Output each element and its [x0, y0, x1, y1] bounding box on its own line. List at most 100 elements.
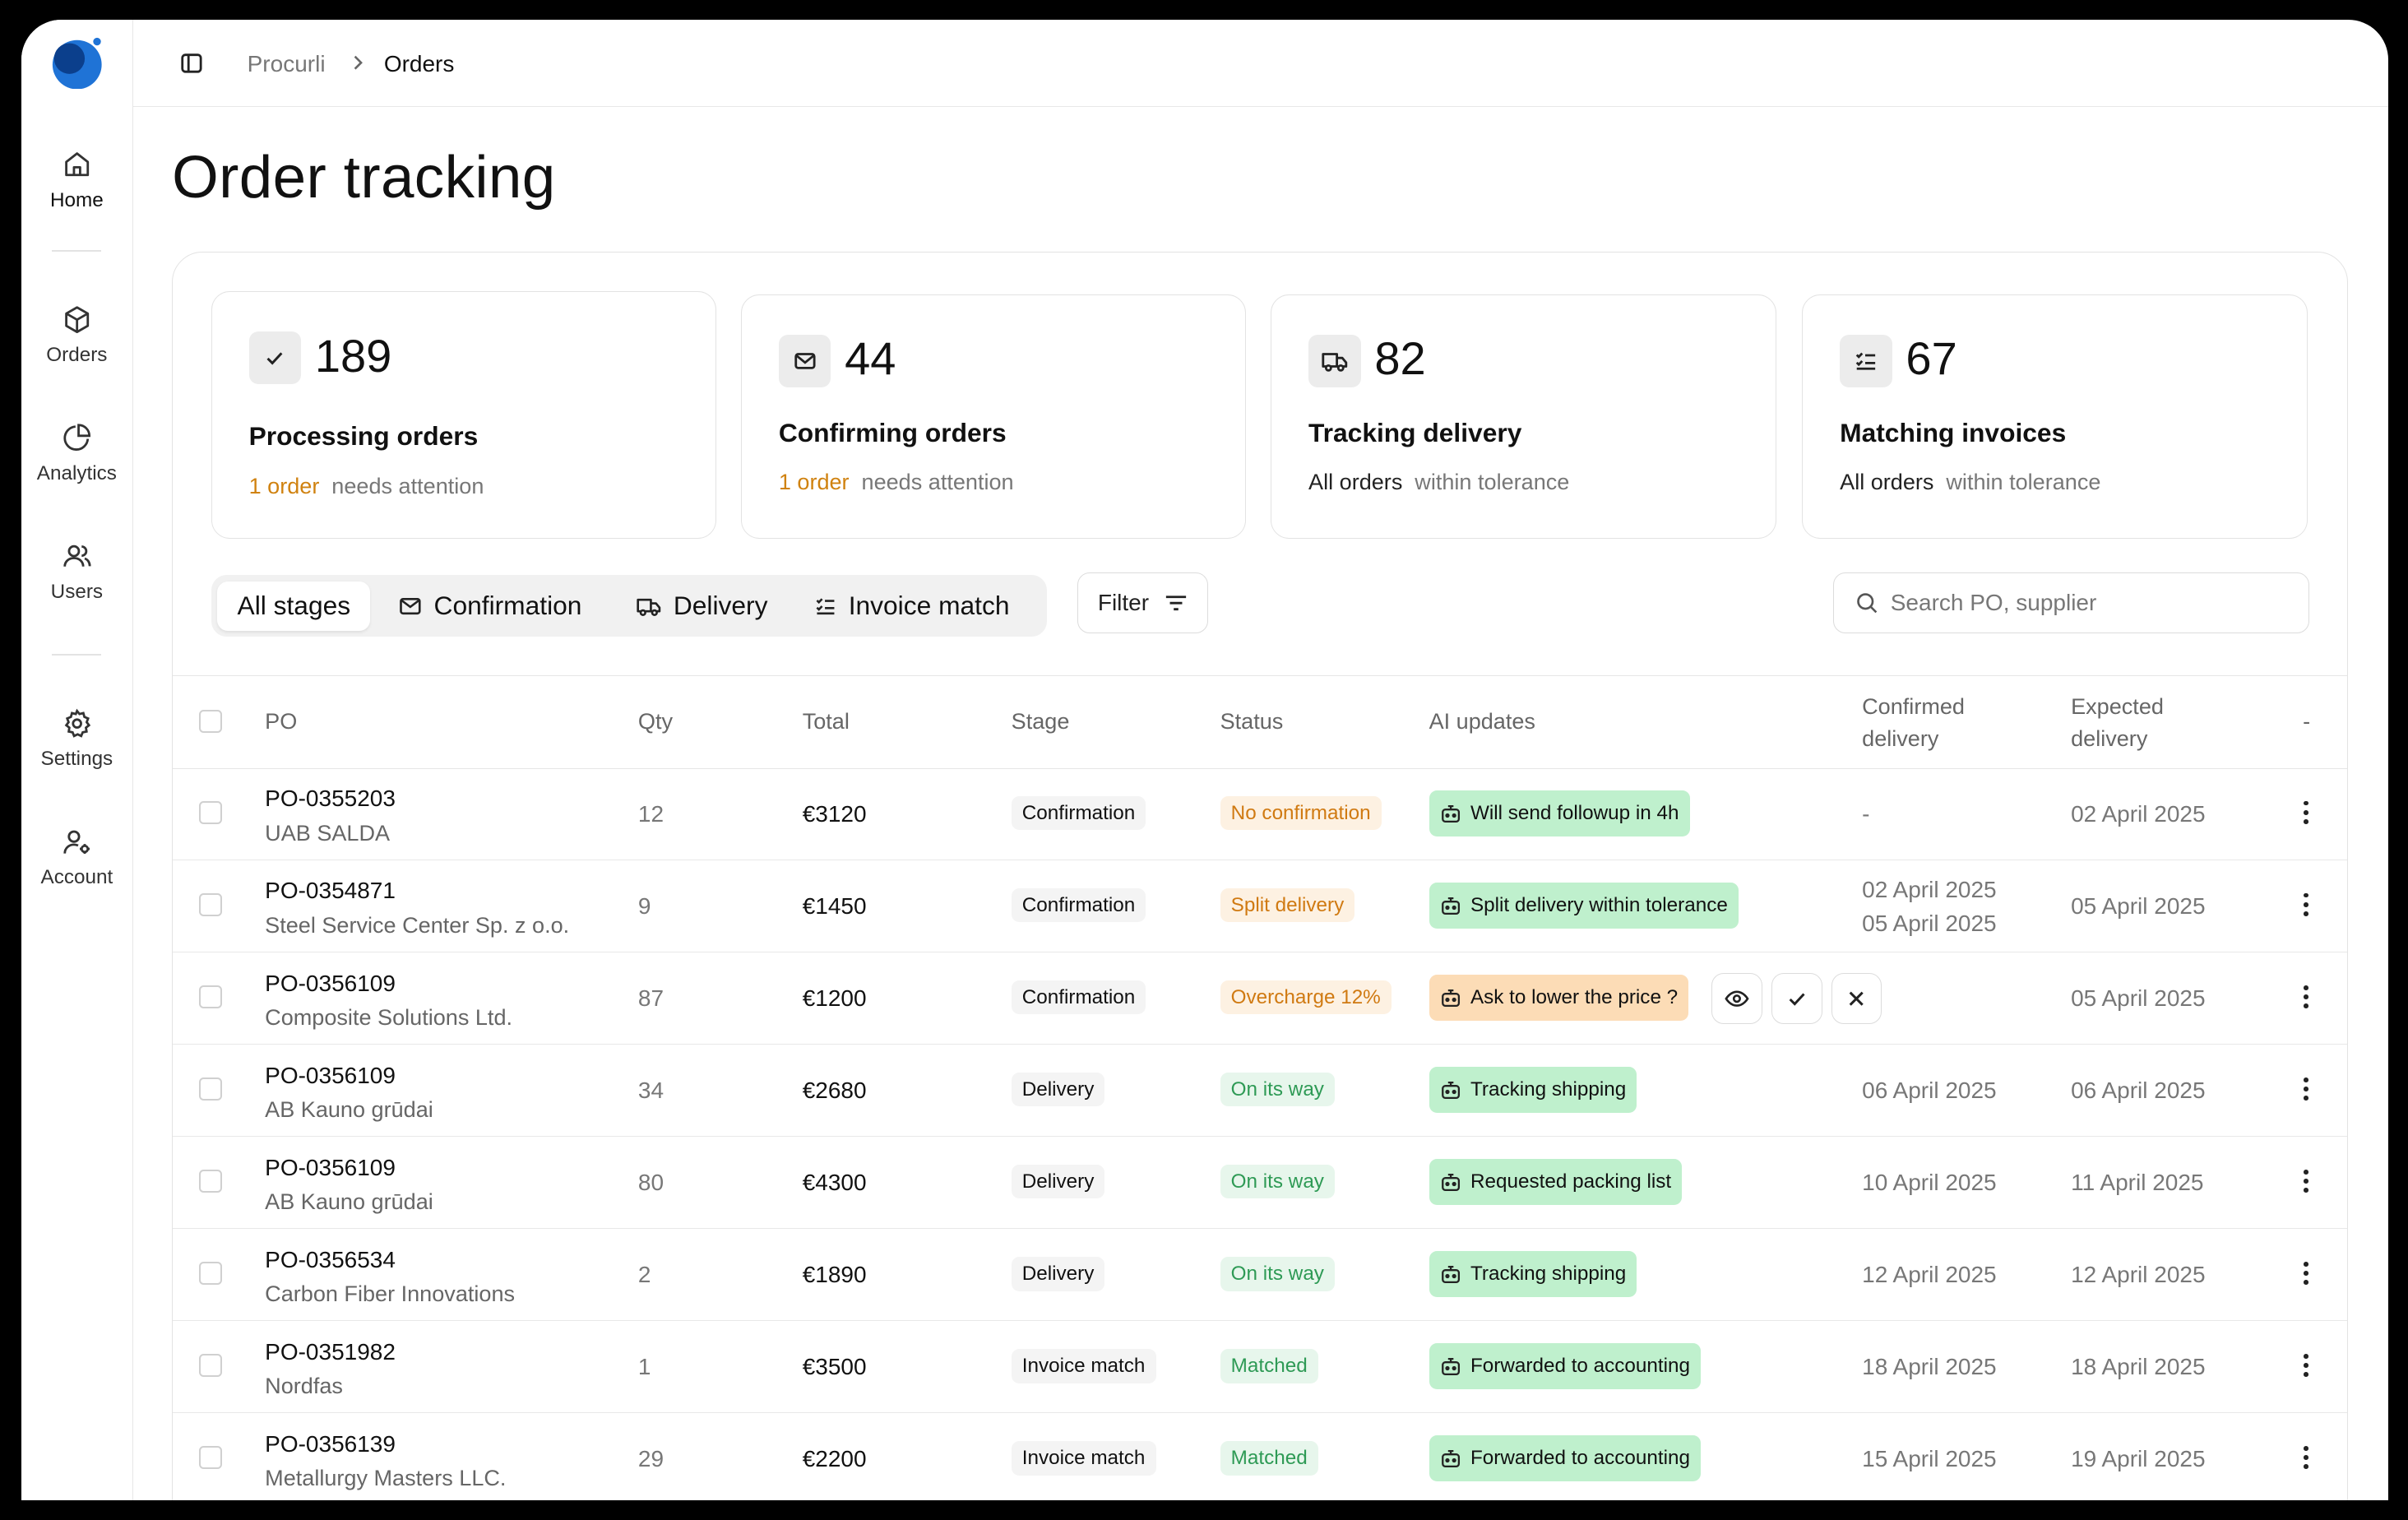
- header-confirmed-delivery[interactable]: Confirmed delivery: [1862, 690, 1965, 754]
- header-ai-updates[interactable]: AI updates: [1429, 708, 1535, 735]
- po-number[interactable]: PO-0356109: [265, 1154, 396, 1180]
- ai-update-badge[interactable]: Tracking shipping: [1429, 1250, 1637, 1297]
- sidebar-item-analytics[interactable]: Analytics: [21, 422, 132, 485]
- tab-label: All stages: [237, 590, 351, 620]
- reject-button[interactable]: [1831, 972, 1882, 1024]
- ai-update-badge[interactable]: Forwarded to accounting: [1429, 1435, 1702, 1482]
- ai-update-badge[interactable]: Tracking shipping: [1429, 1066, 1637, 1113]
- more-options-icon[interactable]: [2301, 1169, 2310, 1194]
- tab-invoice-match[interactable]: Invoice match: [813, 582, 1010, 631]
- row-checkbox[interactable]: [198, 1354, 222, 1378]
- more-options-icon[interactable]: [2301, 800, 2310, 826]
- table-row[interactable]: PO-0356534 Carbon Fiber Innovations 2 €1890…: [173, 1228, 2348, 1321]
- table-row[interactable]: PO-0356139 Metallurgy Masters LLC. 29 €2200…: [173, 1412, 2347, 1500]
- logo-icon[interactable]: [51, 37, 103, 90]
- summary-card-matching[interactable]: 67 Matching invoices All orders within to…: [1802, 294, 2308, 539]
- breadcrumb-root[interactable]: Procurli: [247, 50, 326, 76]
- card-label: Matching invoices: [1840, 418, 2067, 447]
- expected-date: 02 April 2025: [2071, 801, 2206, 827]
- header-line: delivery: [2071, 725, 2148, 751]
- card-count: 82: [1374, 332, 1426, 385]
- divider: [52, 250, 102, 253]
- stage-tabs: All stages Confirmation Delivery Invoice…: [211, 575, 1047, 637]
- view-button[interactable]: [1711, 972, 1762, 1024]
- summary-card-processing[interactable]: 189 Processing orders 1 order needs atten…: [211, 290, 717, 539]
- po-number[interactable]: PO-0356139: [265, 1430, 396, 1457]
- more-options-icon[interactable]: [2301, 1354, 2310, 1379]
- table-row[interactable]: PO-0355203 UAB SALDA 12 €3120 Confirmation No…: [173, 767, 2348, 860]
- table-row[interactable]: PO-0356109 AB Kauno grūdai 80 €4300 Delivery…: [173, 1136, 2348, 1229]
- confirmed-date: 15 April 2025: [1862, 1446, 1997, 1472]
- tab-label: Invoice match: [848, 590, 1010, 620]
- row-checkbox[interactable]: [198, 985, 222, 1008]
- robot-icon: [1441, 897, 1460, 915]
- supplier-name: Steel Service Center Sp. z o.o.: [265, 911, 570, 938]
- ai-update-text: Forwarded to accounting: [1470, 1447, 1691, 1470]
- tab-confirmation[interactable]: Confirmation: [397, 582, 581, 631]
- card-highlight[interactable]: 1 order: [248, 473, 320, 499]
- confirmed-date: 02 April 2025: [1862, 876, 1997, 902]
- ai-update-badge[interactable]: Forwarded to accounting: [1429, 1342, 1702, 1389]
- row-checkbox[interactable]: [198, 1169, 222, 1193]
- box-icon: [64, 306, 89, 333]
- more-options-icon[interactable]: [2301, 1446, 2310, 1471]
- header-po[interactable]: PO: [265, 708, 298, 735]
- table-header: PO Qty Total Stage Status AI updates Con…: [173, 674, 2348, 769]
- tab-delivery[interactable]: Delivery: [635, 582, 767, 631]
- summary-card-tracking[interactable]: 82 Tracking delivery All orders within to…: [1271, 294, 1776, 539]
- card-highlight: All orders: [1840, 468, 1934, 494]
- po-number[interactable]: PO-0354871: [265, 878, 396, 904]
- header-stage[interactable]: Stage: [1011, 708, 1070, 735]
- header-status[interactable]: Status: [1220, 708, 1284, 735]
- po-number[interactable]: PO-0356109: [265, 1062, 396, 1088]
- row-checkbox[interactable]: [198, 892, 222, 916]
- header-qty[interactable]: Qty: [637, 708, 674, 735]
- tab-all-stages[interactable]: All stages: [217, 581, 371, 631]
- ai-update-badge[interactable]: Ask to lower the price ?: [1429, 974, 1689, 1021]
- po-number[interactable]: PO-0351982: [265, 1338, 396, 1365]
- stage-badge: Confirmation: [1011, 980, 1146, 1015]
- approve-button[interactable]: [1771, 972, 1822, 1024]
- sidebar-item-label: Users: [50, 580, 104, 603]
- stage-badge: Confirmation: [1011, 888, 1146, 923]
- sidebar-item-home[interactable]: Home: [21, 149, 132, 212]
- po-number[interactable]: PO-0355203: [265, 785, 396, 812]
- card-rest: needs attention: [331, 473, 484, 499]
- more-options-icon[interactable]: [2301, 985, 2310, 1010]
- ai-update-badge[interactable]: Requested packing list: [1429, 1158, 1683, 1205]
- header-total[interactable]: Total: [802, 708, 850, 735]
- row-checkbox[interactable]: [198, 1446, 222, 1470]
- search-input[interactable]: Search PO, supplier: [1832, 572, 2309, 634]
- table-row[interactable]: PO-0356109 AB Kauno grūdai 34 €2680 Delivery…: [173, 1044, 2348, 1137]
- row-checkbox[interactable]: [198, 1077, 222, 1101]
- robot-icon: [1441, 1265, 1460, 1283]
- qty-value: 9: [637, 893, 651, 920]
- ai-update-badge[interactable]: Will send followup in 4h: [1429, 790, 1690, 836]
- po-number[interactable]: PO-0356109: [265, 970, 396, 996]
- sidebar-item-orders[interactable]: Orders: [21, 304, 132, 368]
- more-options-icon[interactable]: [2301, 1077, 2310, 1102]
- more-options-icon[interactable]: [2301, 1262, 2310, 1286]
- expected-date: 19 April 2025: [2071, 1446, 2206, 1472]
- table-row[interactable]: PO-0354871 Steel Service Center Sp. z o.o…: [173, 860, 2348, 952]
- row-checkbox[interactable]: [198, 1262, 222, 1286]
- ai-update-badge[interactable]: Split delivery within tolerance: [1429, 882, 1739, 929]
- filter-button[interactable]: Filter: [1077, 572, 1208, 634]
- po-number[interactable]: PO-0356534: [265, 1246, 396, 1272]
- status-badge: On its way: [1220, 1257, 1336, 1291]
- sidebar-item-settings[interactable]: Settings: [21, 708, 132, 772]
- sidebar-item-account[interactable]: Account: [21, 827, 132, 890]
- card-highlight[interactable]: 1 order: [778, 468, 850, 494]
- status-badge: On its way: [1220, 1073, 1336, 1107]
- row-checkbox[interactable]: [198, 800, 222, 824]
- select-all-checkbox[interactable]: [198, 709, 222, 733]
- more-options-icon[interactable]: [2301, 892, 2310, 918]
- table-row[interactable]: PO-0356109 Composite Solutions Ltd. 87 €120…: [173, 952, 2348, 1045]
- summary-card-confirming[interactable]: 44 Confirming orders 1 order needs attent…: [741, 294, 1247, 539]
- table-row[interactable]: PO-0351982 Nordfas 1 €3500 Invoice match Matc…: [173, 1320, 2348, 1414]
- card-subtext: All orders within tolerance: [1840, 469, 2100, 495]
- sidebar-item-users[interactable]: Users: [21, 540, 132, 604]
- total-value: €4300: [802, 1170, 867, 1196]
- header-expected-delivery[interactable]: Expected delivery: [2071, 690, 2164, 754]
- sidebar-toggle-icon[interactable]: [179, 51, 204, 76]
